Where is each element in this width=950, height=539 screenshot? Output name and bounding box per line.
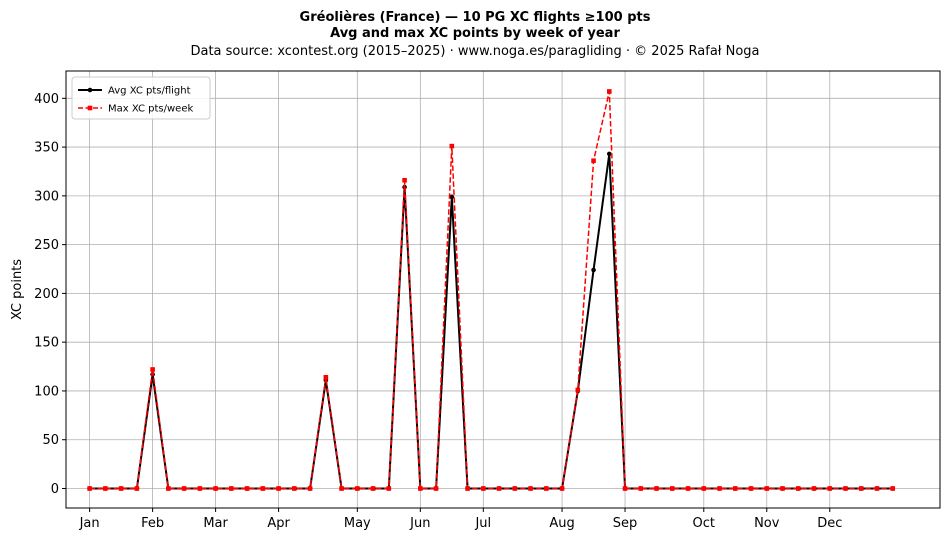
y-tick-label: 200 (34, 287, 59, 302)
data-point (606, 89, 612, 94)
x-tick-label: May (344, 516, 371, 531)
data-point (292, 486, 297, 491)
grid (66, 71, 940, 508)
data-point (591, 267, 596, 273)
data-point (654, 486, 659, 491)
data-point (717, 486, 722, 491)
data-point (213, 486, 218, 491)
data-point (150, 367, 155, 372)
data-point (544, 486, 549, 491)
y-tick-label: 300 (34, 189, 59, 204)
data-point (559, 486, 565, 491)
data-point (827, 486, 833, 491)
data-point (449, 194, 455, 200)
data-point (606, 151, 612, 157)
data-point (669, 486, 675, 491)
data-point (795, 486, 801, 491)
y-tick-label: 50 (42, 433, 59, 448)
data-point (433, 486, 439, 491)
y-tick-label: 0 (51, 482, 59, 497)
data-point (481, 486, 486, 491)
x-tick-label: Apr (267, 516, 290, 531)
data-point (512, 486, 518, 491)
data-point (166, 486, 171, 491)
series-line-1 (89, 90, 893, 490)
data-point (465, 486, 470, 491)
data-point (197, 486, 203, 491)
data-point (323, 374, 329, 380)
chart-title: Gréolières (France) — 10 PG XC flights ≥… (300, 10, 651, 25)
data-point (780, 486, 785, 491)
data-point (890, 486, 896, 491)
series-layer (87, 89, 896, 491)
data-point (402, 177, 407, 183)
data-point (118, 486, 124, 491)
x-tick-label: Oct (693, 516, 715, 531)
data-point (276, 486, 281, 491)
data-point (307, 486, 313, 491)
data-point (622, 486, 628, 491)
data-point (134, 486, 140, 491)
x-tick-label: Nov (754, 516, 780, 531)
data-point (244, 486, 250, 491)
x-tick-label: Dec (817, 516, 842, 531)
x-tick-label: Sep (613, 516, 638, 531)
data-point (685, 486, 691, 491)
data-point (87, 486, 92, 491)
data-point (355, 486, 360, 491)
data-point (339, 486, 344, 491)
y-axis-label: XC points (10, 259, 25, 320)
data-point (748, 486, 754, 491)
data-point (370, 486, 376, 491)
data-point (638, 486, 644, 491)
data-point (874, 486, 880, 491)
data-point (811, 486, 817, 491)
legend-items: Avg XC pts/flight Max XC pts/week (78, 86, 193, 115)
y-tick-label: 400 (34, 92, 59, 107)
y-tick-label: 150 (34, 336, 59, 351)
axes: 0 50 100 150 200 250 300 350 400 Jan Feb Mar Apr May J… (34, 92, 842, 531)
plot-frame (65, 70, 941, 509)
chart-source-line: Data source: xcontest.org (2015–2025) · … (190, 44, 759, 59)
series-line-0 (89, 152, 893, 490)
x-tick-label: Jul (474, 516, 491, 531)
y-tick-label: 100 (34, 384, 59, 399)
y-tick-label: 350 (34, 141, 59, 156)
data-point (260, 486, 266, 491)
data-point (229, 486, 234, 491)
data-point (386, 486, 392, 491)
data-point (103, 486, 108, 491)
data-point (575, 387, 581, 393)
data-point (496, 486, 502, 491)
data-point (732, 486, 738, 491)
x-tick-label: Mar (203, 516, 228, 531)
legend-label: Max XC pts/week (108, 104, 193, 115)
data-point (449, 143, 455, 149)
data-point (418, 486, 423, 491)
legend-box (71, 76, 211, 120)
chart-subtitle: Avg and max XC points by week of year (330, 26, 620, 41)
data-point (591, 158, 596, 164)
legend-marker (87, 87, 93, 93)
data-point (528, 486, 533, 491)
y-tick-label: 250 (34, 238, 59, 253)
data-point (701, 486, 707, 491)
legend-label: Avg XC pts/flight (108, 86, 191, 97)
legend: Avg XC pts/flight Max XC pts/week (71, 76, 211, 120)
data-point (181, 486, 187, 491)
x-tick-label: Feb (141, 516, 164, 531)
legend-marker (87, 105, 93, 111)
x-tick-label: Jun (409, 516, 430, 531)
data-point (843, 486, 848, 491)
x-tick-label: Jan (79, 516, 100, 531)
data-point (764, 486, 770, 491)
x-tick-label: Aug (549, 516, 574, 531)
data-point (858, 486, 864, 491)
